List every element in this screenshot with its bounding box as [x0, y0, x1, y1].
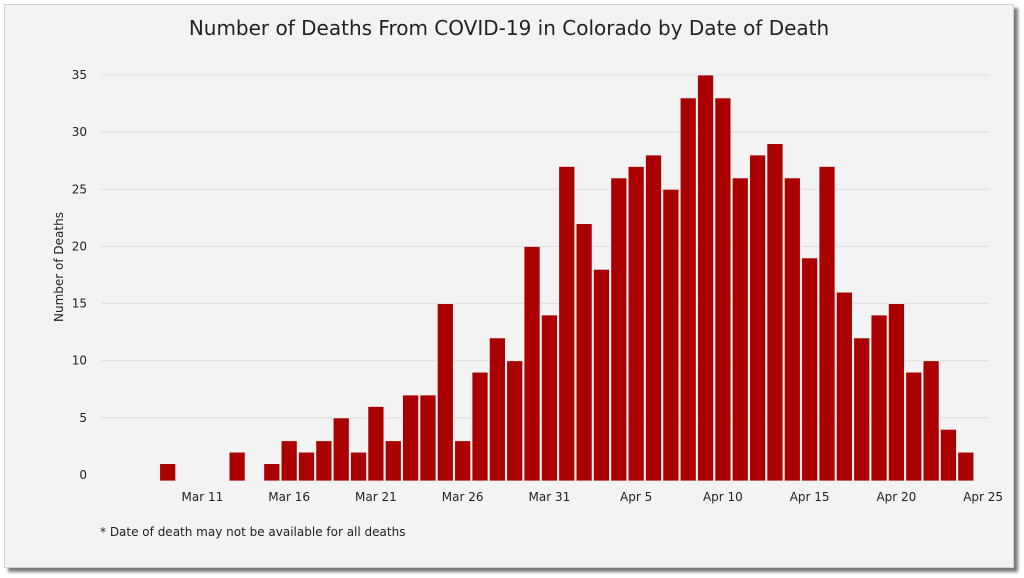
x-tick-label: Apr 25: [963, 490, 1003, 504]
y-tick-label: 15: [72, 297, 87, 311]
bar[interactable]: [159, 463, 177, 482]
y-tick-label: 35: [72, 68, 87, 82]
bar[interactable]: [801, 257, 819, 482]
bar[interactable]: [835, 291, 853, 482]
x-tick-label: Mar 26: [442, 490, 484, 504]
y-tick-label: 10: [72, 354, 87, 368]
bar[interactable]: [332, 417, 350, 482]
x-tick-label: Mar 11: [182, 490, 224, 504]
bar[interactable]: [818, 166, 836, 482]
chart-frame: Number of Deaths From COVID-19 in Colora…: [4, 4, 1014, 568]
bar[interactable]: [957, 451, 975, 482]
x-tick-label: Mar 16: [268, 490, 310, 504]
bar[interactable]: [627, 166, 645, 482]
bar[interactable]: [488, 337, 506, 482]
bar[interactable]: [280, 440, 298, 482]
bar[interactable]: [870, 314, 888, 482]
y-tick-label: 25: [72, 182, 87, 196]
x-axis-ticks: Mar 11 Mar 16 Mar 21 Mar 26 Mar 31 Apr 5 Apr 1…: [182, 490, 1004, 504]
bar[interactable]: [263, 463, 281, 482]
y-tick-label: 30: [72, 125, 87, 139]
bar[interactable]: [922, 360, 940, 482]
bar[interactable]: [523, 246, 541, 482]
bar[interactable]: [731, 177, 749, 482]
bars: [159, 74, 975, 482]
bar[interactable]: [766, 143, 784, 482]
bar[interactable]: [558, 166, 576, 482]
bar[interactable]: [887, 303, 905, 482]
chart: Number of Deaths From COVID-19 in Colora…: [52, 16, 1004, 539]
bar[interactable]: [350, 451, 367, 482]
chart-title: Number of Deaths From COVID-19 in Colora…: [189, 16, 829, 40]
bar[interactable]: [228, 451, 246, 482]
x-tick-label: Apr 5: [620, 490, 652, 504]
y-tick-label: 5: [79, 411, 87, 425]
x-tick-label: Apr 15: [790, 490, 830, 504]
bar[interactable]: [298, 451, 315, 482]
bar[interactable]: [905, 371, 923, 482]
y-tick-label: 20: [72, 239, 87, 253]
bar[interactable]: [679, 97, 697, 482]
bar[interactable]: [645, 154, 662, 482]
bar[interactable]: [662, 188, 680, 482]
bar[interactable]: [593, 268, 610, 482]
x-tick-label: Apr 20: [876, 490, 916, 504]
y-axis-ticks: 0 5 10 15 20 25 30 35: [72, 68, 87, 482]
bar[interactable]: [610, 177, 628, 482]
bar[interactable]: [749, 154, 767, 482]
y-axis-label: Number of Deaths: [52, 212, 66, 322]
bar[interactable]: [575, 223, 593, 482]
bar[interactable]: [540, 314, 558, 482]
x-tick-label: Mar 21: [355, 490, 397, 504]
footnote: * Date of death may not be available for…: [100, 525, 405, 539]
gridlines: [101, 74, 989, 419]
bar[interactable]: [402, 394, 420, 482]
x-tick-label: Mar 31: [529, 490, 571, 504]
bar[interactable]: [454, 440, 472, 482]
bar[interactable]: [783, 177, 801, 482]
bar[interactable]: [697, 74, 714, 482]
bar[interactable]: [506, 360, 524, 482]
bar[interactable]: [315, 440, 333, 482]
bar[interactable]: [471, 371, 489, 482]
bar[interactable]: [436, 303, 454, 482]
bar[interactable]: [940, 428, 957, 482]
bar[interactable]: [853, 337, 871, 482]
bar[interactable]: [367, 406, 385, 482]
x-tick-label: Apr 10: [703, 490, 743, 504]
y-tick-label: 0: [79, 468, 87, 482]
bar[interactable]: [714, 97, 732, 482]
bar[interactable]: [384, 440, 402, 482]
bar[interactable]: [419, 394, 437, 482]
